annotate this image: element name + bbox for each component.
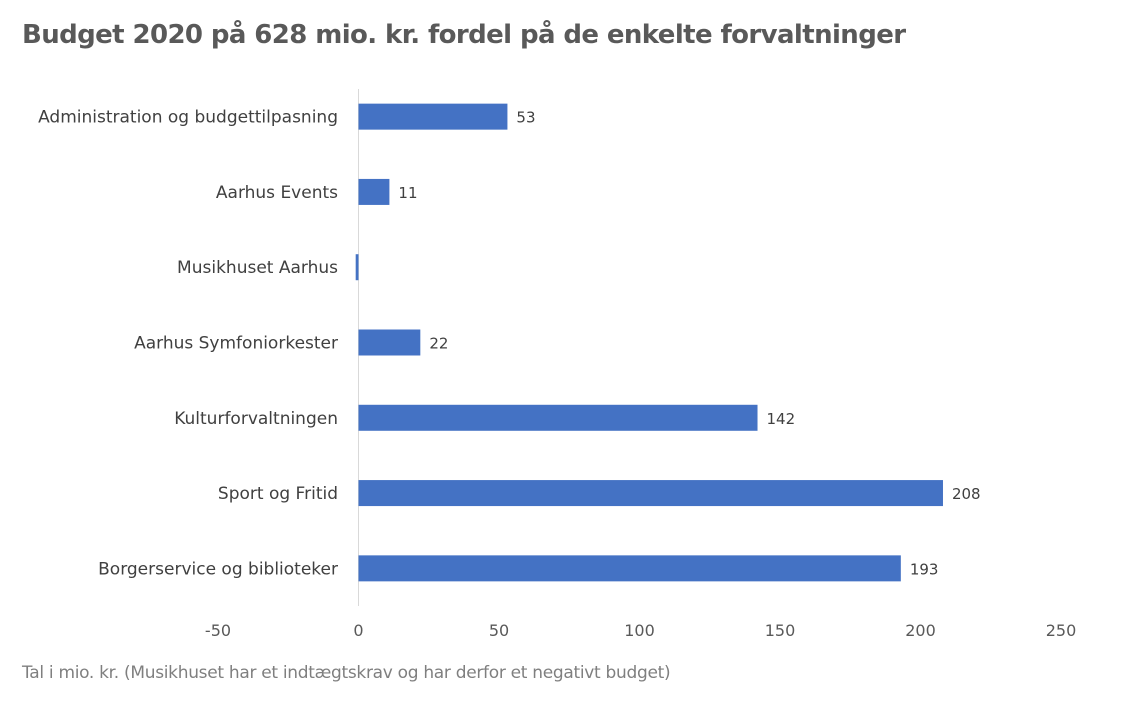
bar <box>358 329 421 356</box>
category-label: Sport og Fritid <box>218 484 338 504</box>
category-label: Aarhus Events <box>216 183 338 203</box>
x-tick-label: 200 <box>905 621 936 640</box>
bar <box>358 178 390 205</box>
category-label: Kulturforvaltningen <box>174 409 338 429</box>
bar <box>358 480 943 507</box>
axis-layer: -50 0 50 100 150 200 250 <box>205 89 1076 640</box>
bar <box>358 404 758 431</box>
data-label: 208 <box>952 485 981 503</box>
labels-layer: Administration og budgettilpasning 53 Aarh… <box>38 108 981 580</box>
bars-layer <box>355 103 943 582</box>
data-label: 53 <box>516 109 535 127</box>
x-tick-label: 150 <box>765 621 796 640</box>
chart-title: Budget 2020 på 628 mio. kr. fordel på de… <box>22 20 906 50</box>
bar <box>358 555 901 582</box>
bar <box>355 254 359 281</box>
x-tick-label: 100 <box>624 621 655 640</box>
x-tick-label: 250 <box>1046 621 1077 640</box>
data-label: 142 <box>767 410 796 428</box>
category-label: Administration og budgettilpasning <box>38 108 338 128</box>
data-label: 11 <box>398 184 417 202</box>
category-label: Musikhuset Aarhus <box>177 258 338 278</box>
category-label: Borgerservice og biblioteker <box>98 559 338 579</box>
data-label: 22 <box>429 335 448 353</box>
x-tick-label: 50 <box>489 621 509 640</box>
chart-footnote: Tal i mio. kr. (Musikhuset har et indtæg… <box>22 663 671 683</box>
category-label: Aarhus Symfoniorkester <box>134 334 338 354</box>
x-tick-label: 0 <box>353 621 363 640</box>
bar <box>358 103 508 130</box>
x-tick-label: -50 <box>205 621 231 640</box>
data-label: 193 <box>910 560 939 578</box>
